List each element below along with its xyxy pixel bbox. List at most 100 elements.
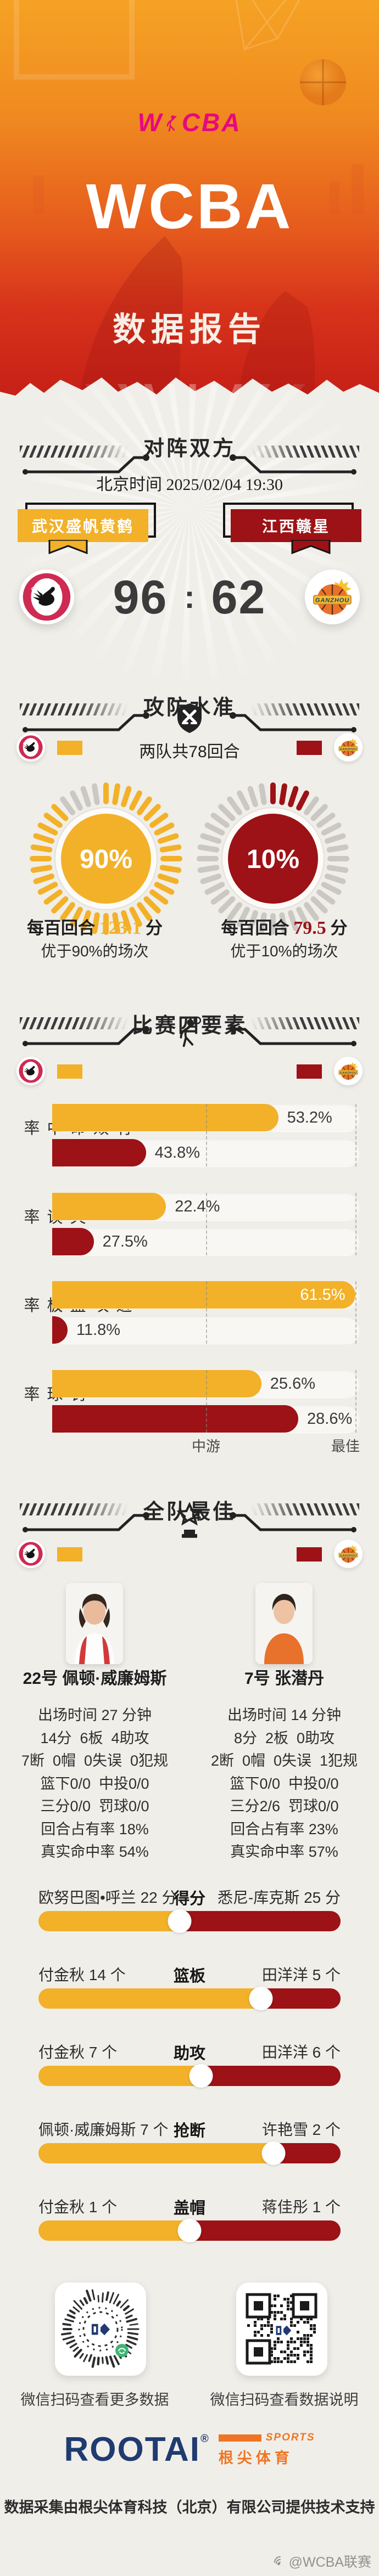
divider-four-factors bbox=[0, 1016, 379, 1051]
away-player-name: 7号 张潜丹 bbox=[244, 1670, 325, 1688]
zigzag-line-right bbox=[230, 1512, 356, 1532]
leader-home-label: 付金秋 14 个 bbox=[38, 1966, 126, 1983]
zigzag-line-left bbox=[23, 1512, 149, 1532]
factor-value: 27.5% bbox=[102, 1232, 148, 1250]
away-team-logo bbox=[305, 570, 360, 624]
leader-home-label: 欧努巴图•呼兰 22 分 bbox=[38, 1889, 177, 1906]
away-color-swatch bbox=[297, 1064, 322, 1079]
divider-best-players bbox=[0, 1502, 379, 1538]
section-title-matchup: 对阵双方 bbox=[143, 437, 236, 460]
leader-home-label: 付金秋 7 个 bbox=[38, 2044, 118, 2061]
zigzag-line-right bbox=[230, 712, 356, 732]
away-team-logo-small bbox=[334, 733, 363, 762]
leader-category: 篮板 bbox=[173, 1968, 206, 1985]
wcba-league-logo: W CBA bbox=[0, 108, 379, 137]
away-pace-gauge: 10% bbox=[197, 782, 349, 935]
leader-row: 付金秋 14 个 篮板 田洋洋 5 个 bbox=[0, 1963, 379, 2023]
home-pace-points: 每百回合 123.1 分 bbox=[27, 918, 163, 938]
home-pace-caption: 优于90%的场次 bbox=[41, 943, 149, 960]
axis-label-middle: 中游 bbox=[191, 1438, 221, 1455]
shield-icon bbox=[177, 703, 202, 733]
leader-away-label: 田洋洋 6 个 bbox=[261, 2044, 341, 2061]
away-percentile-value: 10% bbox=[247, 845, 299, 874]
leader-split-bar bbox=[38, 1987, 341, 2010]
poster-title: WCBA bbox=[86, 171, 293, 242]
away-color-swatch bbox=[297, 741, 322, 755]
away-score: 62 bbox=[211, 571, 266, 624]
split-dot bbox=[177, 2219, 202, 2242]
factor-group: 罚球率25.6%28.6% bbox=[0, 1369, 379, 1433]
player-stat-line: 三分2/6 罚球0/0 bbox=[230, 1798, 339, 1814]
player-stat-line: 回合占有率 18% bbox=[41, 1820, 149, 1837]
factor-group: 有效命中率53.2%43.8% bbox=[0, 1104, 379, 1166]
reference-dash-line bbox=[355, 1281, 356, 1344]
home-color-swatch bbox=[57, 741, 82, 755]
home-player-stats: 出场时间 27 分钟 14分 6板 4助攻 7断 0帽 0失误 0犯规 篮下0/0 中… bbox=[0, 1703, 190, 1868]
leader-category: 得分 bbox=[173, 1890, 206, 1908]
home-color-swatch bbox=[57, 1064, 82, 1079]
watermark: @WCBA联赛 bbox=[272, 2551, 371, 2571]
away-color-swatch bbox=[297, 1547, 322, 1562]
split-dot bbox=[261, 2141, 286, 2165]
home-player-name: 22号 佩顿·威廉姆斯 bbox=[23, 1670, 167, 1688]
best-players-team-row bbox=[0, 1540, 379, 1569]
player-stat-line: 三分0/0 罚球0/0 bbox=[40, 1798, 149, 1814]
home-percentile-value: 90% bbox=[80, 845, 132, 874]
home-pace-gauge: 90% bbox=[30, 782, 182, 935]
home-team-banner: 武汉盛帆黄鹤 bbox=[18, 503, 156, 557]
player-stat-line: 真实命中率 54% bbox=[41, 1844, 149, 1860]
leader-row: 付金秋 7 个 助攻 田洋洋 6 个 bbox=[0, 2040, 379, 2101]
leader-category: 助攻 bbox=[173, 2045, 206, 2062]
reference-dash-line bbox=[206, 1369, 207, 1433]
jumping-player-icon bbox=[166, 115, 177, 132]
game-datetime: 北京时间 2025/02/04 19:30 bbox=[96, 476, 283, 494]
reference-dash-line bbox=[355, 1104, 356, 1166]
zigzag-line-left bbox=[23, 454, 149, 475]
qr-caption-right: 微信扫码查看数据说明 bbox=[210, 2392, 359, 2408]
broadcast-icon bbox=[274, 2556, 281, 2565]
home-team-name: 武汉盛帆黄鹤 bbox=[18, 509, 148, 542]
poster-subtitle: 数据报告 bbox=[113, 311, 266, 348]
leaders-comparison: 欧努巴图•呼兰 22 分得分 悉尼-库克斯 25 分付金秋 14 个 篮板 田洋洋 5… bbox=[0, 1886, 379, 2270]
rootai-logo: ROOTAI® SPORTS 根尖体育 bbox=[0, 2432, 379, 2467]
divider-matchup bbox=[0, 444, 379, 480]
factor-value: 43.8% bbox=[154, 1144, 200, 1162]
player-stat-line: 出场时间 27 分钟 bbox=[37, 1707, 152, 1723]
reference-dash-line bbox=[206, 1192, 207, 1255]
leader-split-bar bbox=[38, 1909, 341, 1933]
leader-category: 抢断 bbox=[173, 2122, 206, 2140]
rootai-sports-label: SPORTS bbox=[265, 2432, 315, 2443]
home-team-logo-small bbox=[16, 733, 45, 762]
wcba-logo-cba: CBA bbox=[181, 108, 242, 137]
player-stat-line: 7断 0帽 0失误 0犯规 bbox=[21, 1752, 169, 1769]
four-factors-team-row bbox=[0, 1057, 379, 1086]
pace-team-row: 两队共78回合 bbox=[0, 733, 379, 763]
zigzag-line-left bbox=[23, 712, 149, 732]
data-credit-line: 数据采集由根尖体育科技（北京）有限公司提供技术支持 bbox=[4, 2499, 375, 2516]
player-stat-line: 2断 0帽 0失误 1犯规 bbox=[210, 1752, 358, 1769]
wcba-logo-w: W bbox=[137, 108, 163, 137]
zigzag-line-right bbox=[230, 454, 356, 475]
leader-away-label: 许艳雪 2 个 bbox=[261, 2121, 341, 2138]
leader-split-bar bbox=[38, 2141, 341, 2165]
factor-value: 25.6% bbox=[270, 1374, 316, 1393]
torn-paper-edge bbox=[0, 377, 379, 412]
leader-home-label: 付金秋 1 个 bbox=[38, 2199, 118, 2216]
leader-split-bar bbox=[38, 2064, 341, 2088]
score-divider: : bbox=[184, 579, 195, 615]
reference-dash-line bbox=[355, 1192, 356, 1255]
factor-value: 53.2% bbox=[287, 1109, 332, 1126]
reference-dash-line bbox=[206, 1104, 207, 1166]
rootai-orange-bar bbox=[218, 2434, 261, 2442]
banner-tail bbox=[48, 540, 88, 555]
trophy-star-icon bbox=[176, 1502, 203, 1538]
hero-background-art bbox=[14, 0, 364, 410]
rootai-wordmark: ROOTAI® bbox=[64, 2430, 210, 2468]
player-stat-line: 篮下0/0 中投0/0 bbox=[40, 1775, 149, 1792]
leader-category: 盖帽 bbox=[173, 2200, 206, 2217]
leader-row: 欧努巴图•呼兰 22 分得分 悉尼-库克斯 25 分 bbox=[0, 1886, 379, 1946]
final-score: 96:62 bbox=[74, 571, 305, 625]
home-team-logo-small bbox=[16, 1057, 45, 1085]
rootai-chinese-name: 根尖体育 bbox=[218, 2450, 293, 2466]
away-player-photo bbox=[255, 1583, 313, 1664]
